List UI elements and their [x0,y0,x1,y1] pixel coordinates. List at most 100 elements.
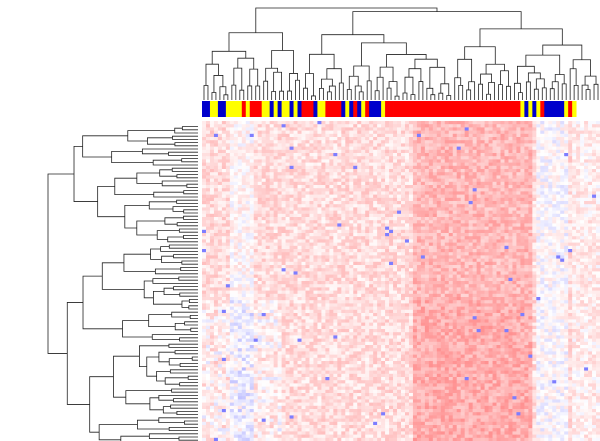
heatmap-cell [273,153,278,157]
heatmap-cell [580,153,585,157]
heatmap-cell [202,252,207,256]
heatmap-cell [516,204,521,208]
heatmap-cell [277,255,282,259]
heatmap-cell [488,249,493,253]
heatmap-cell [428,178,434,183]
heatmap-cell [568,223,573,227]
heatmap-cell [472,178,477,183]
heatmap-cell [588,223,593,227]
heatmap-cell [349,249,354,253]
heatmap-cell [317,245,322,250]
heatmap-cell [389,153,394,157]
heatmap-cell [468,178,473,183]
heatmap-cell [357,156,362,160]
heatmap-cell [253,233,259,237]
annotation-cell [516,101,521,117]
heatmap-cell [512,191,517,195]
heatmap-cell [329,143,334,147]
heatmap-cell [456,233,462,237]
heatmap-cell [297,268,302,272]
heatmap-cell [397,233,402,237]
heatmap-cell [456,156,462,160]
heatmap-cell [233,217,239,221]
annotation-cell [357,101,362,117]
heatmap-cell [377,149,382,154]
heatmap-cell [353,140,358,144]
heatmap-cell [500,201,505,205]
heatmap-cell [472,175,477,179]
heatmap-cell [329,242,334,247]
heatmap-cell [512,162,517,167]
heatmap-cell [420,261,426,266]
heatmap-cell [436,137,442,141]
heatmap-cell [424,162,430,167]
heatmap-cell [305,191,310,195]
column-dendrogram-branch [438,92,444,100]
heatmap-cell [301,239,306,243]
heatmap-cell [588,159,593,163]
heatmap-cell [381,143,386,147]
heatmap-cell [492,162,497,167]
heatmap-cell [229,140,235,144]
heatmap-cell [389,204,394,208]
heatmap-cell [202,220,207,224]
heatmap-cell [357,217,362,221]
heatmap-cell [408,207,414,211]
heatmap-cell [385,258,390,263]
heatmap-cell [349,268,354,272]
heatmap-cell [428,226,434,231]
heatmap-cell [225,233,231,237]
heatmap-cell [488,185,493,189]
heatmap-cell [484,172,489,176]
heatmap-cell [221,204,227,208]
heatmap-cell [472,191,477,195]
heatmap-cell [440,239,446,243]
row-dendrogram-branch [113,355,140,398]
heatmap-cell [584,175,589,179]
heatmap-cell [568,143,573,147]
heatmap-cell [389,245,394,250]
heatmap-cell [225,213,231,218]
heatmap-cell [472,130,477,135]
heatmap-cell [237,172,243,176]
heatmap-cell [476,149,481,154]
heatmap-cell [249,153,255,157]
heatmap-cell [333,204,338,208]
heatmap-cell [245,178,251,183]
heatmap-cell [408,127,414,131]
heatmap-cell [460,233,466,237]
heatmap-cell [285,252,290,256]
heatmap-cell [353,185,358,189]
heatmap-cell [261,242,267,247]
heatmap-cell [424,156,430,160]
heatmap-cell [560,140,565,144]
heatmap-cell [309,268,314,272]
heatmap-cell [401,201,406,205]
heatmap-cell [484,124,489,128]
heatmap-cell [221,137,227,141]
heatmap-cell [444,127,450,131]
heatmap-cell [552,140,557,144]
heatmap-cell [532,191,537,195]
heatmap-cell [281,143,286,147]
heatmap-cell [213,185,219,189]
heatmap-cell [436,143,442,147]
heatmap-cell [393,261,398,266]
heatmap-cell [532,178,537,183]
heatmap-cell [365,261,370,266]
heatmap-cell [588,204,593,208]
heatmap-cell [309,149,314,154]
heatmap-cell [393,229,398,234]
column-dendrogram-branch [446,95,452,100]
heatmap-cell [237,201,243,205]
heatmap-cell [564,265,569,269]
heatmap-cell [337,191,342,195]
heatmap-cell [408,236,414,240]
heatmap-cell [285,210,290,215]
heatmap-cell [524,159,529,163]
heatmap-cell [464,204,470,208]
heatmap-cell [488,121,493,125]
heatmap-cell [281,194,286,199]
heatmap-cell [309,172,314,176]
heatmap-cell [492,140,497,144]
